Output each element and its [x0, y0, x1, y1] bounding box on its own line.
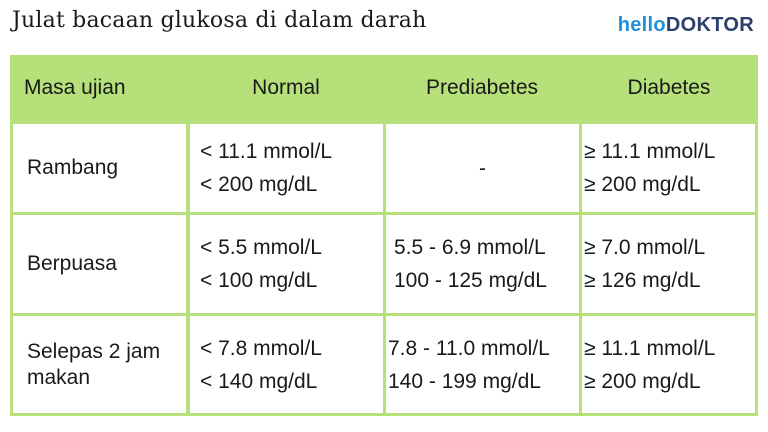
- cell-value-mgdl: 100 - 125 mg/dL: [394, 269, 547, 292]
- cell-value-mgdl: ≥ 200 mg/dL: [584, 173, 701, 196]
- header-normal: Normal: [252, 76, 320, 99]
- logo-part-doktor: DOKTOR: [665, 14, 754, 36]
- table-row-label: Rambang: [27, 156, 119, 179]
- header-masa-ujian: Masa ujian: [24, 76, 126, 99]
- glucose-table: Masa ujian Normal Prediabetes Diabetes R…: [10, 55, 758, 416]
- cell-value-mgdl: < 140 mg/dL: [200, 369, 318, 393]
- cell-value-mmol: 5.5 - 6.9 mmol/L: [394, 236, 546, 259]
- cell-value-mgdl: ≥ 200 mg/dL: [584, 369, 701, 393]
- table-row-label: Berpuasa: [27, 252, 117, 275]
- header-prediabetes: Prediabetes: [425, 76, 539, 99]
- cell-value-mgdl: ≥ 126 mg/dL: [584, 269, 701, 292]
- table-row-label: Selepas 2 jam makan: [27, 339, 161, 389]
- cell-selepas-diabetes: ≥ 11.1 mmol/L ≥ 200 mg/dL: [582, 316, 755, 413]
- cell-rambang-prediabetes: -: [386, 124, 579, 212]
- hellodoktor-logo: hello DOKTOR: [618, 14, 754, 37]
- cell-selepas-normal: < 7.8 mmol/L < 140 mg/dL: [190, 316, 383, 413]
- cell-rambang-normal: < 11.1 mmol/L < 200 mg/dL: [190, 124, 383, 212]
- logo-part-hello: hello: [617, 14, 666, 36]
- cell-berpuasa-normal: < 5.5 mmol/L < 100 mg/dL: [190, 215, 383, 313]
- cell-value-mmol: 7.8 - 11.0 mmol/L: [388, 336, 550, 360]
- cell-value-mmol: ≥ 11.1 mmol/L: [584, 336, 716, 360]
- cell-value-dash: -: [479, 156, 486, 180]
- row-label-selepas-makan: Selepas 2 jam makan: [13, 316, 186, 413]
- cell-value-mmol: ≥ 11.1 mmol/L: [584, 140, 716, 163]
- cell-berpuasa-diabetes: ≥ 7.0 mmol/L ≥ 126 mg/dL: [582, 215, 755, 313]
- cell-value-mmol: ≥ 7.0 mmol/L: [584, 236, 706, 259]
- page-title: Julat bacaan glukosa di dalam darah: [12, 8, 427, 33]
- cell-selepas-prediabetes: 7.8 - 11.0 mmol/L 140 - 199 mg/dL: [386, 316, 579, 413]
- cell-value-mgdl: 140 - 199 mg/dL: [388, 369, 541, 393]
- cell-value-mmol: < 5.5 mmol/L: [200, 236, 322, 259]
- cell-rambang-diabetes: ≥ 11.1 mmol/L ≥ 200 mg/dL: [582, 124, 755, 212]
- row-label-rambang: Rambang: [13, 124, 186, 212]
- row-label-berpuasa: Berpuasa: [13, 215, 186, 313]
- cell-berpuasa-prediabetes: 5.5 - 6.9 mmol/L 100 - 125 mg/dL: [386, 215, 579, 313]
- cell-value-mgdl: < 100 mg/dL: [200, 269, 318, 292]
- header-diabetes: Diabetes: [627, 76, 711, 99]
- cell-value-mmol: < 11.1 mmol/L: [200, 140, 333, 163]
- cell-value-mmol: < 7.8 mmol/L: [200, 336, 322, 360]
- cell-value-mgdl: < 200 mg/dL: [200, 173, 318, 196]
